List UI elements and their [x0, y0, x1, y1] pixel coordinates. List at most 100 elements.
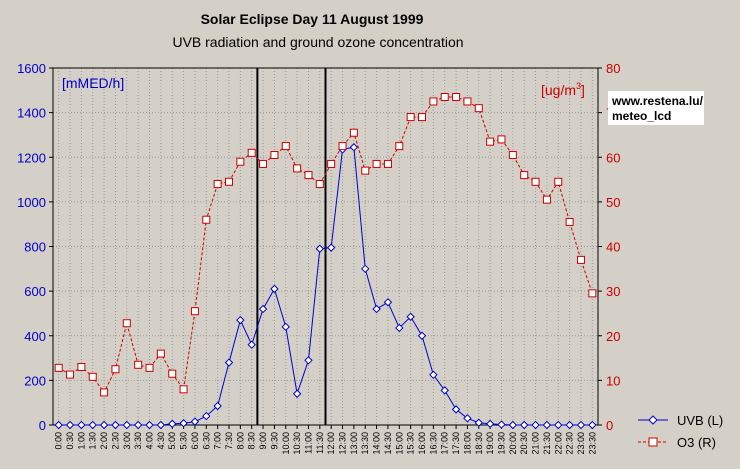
data-point-uvb-l — [485, 419, 495, 429]
data-point-uvb-l — [588, 420, 597, 430]
data-point-uvb-l — [247, 340, 256, 349]
data-point-uvb-l — [54, 420, 63, 430]
x-tick-label: 8:30 — [247, 432, 257, 450]
x-tick-label: 23:30 — [587, 432, 597, 455]
x-tick-label: 19:00 — [485, 432, 495, 455]
data-point-uvb-l — [133, 420, 143, 430]
x-tick-label: 22:00 — [553, 432, 563, 455]
chart-subtitle: UVB radiation and ground ozone concentra… — [172, 34, 463, 50]
legend-o3-marker — [648, 437, 658, 447]
data-point-uvb-l — [190, 417, 200, 426]
data-point-o3-r — [224, 177, 233, 186]
data-point-uvb-l — [565, 420, 574, 430]
x-tick-label: 13:30 — [360, 432, 370, 455]
x-tick-label: 2:30 — [110, 432, 120, 450]
data-point-uvb-l — [531, 420, 540, 430]
right-axis-unit: [ug/m3] — [541, 81, 585, 98]
data-point-o3-r — [202, 215, 211, 224]
y-left-tick-label: 1200 — [17, 150, 46, 165]
x-tick-label: 4:00 — [145, 432, 155, 450]
legend-o3-label: O3 (R) — [677, 435, 716, 450]
x-tick-label: 9:30 — [269, 432, 279, 450]
x-tick-label: 20:00 — [508, 432, 518, 455]
data-point-uvb-l — [326, 243, 336, 252]
y-right-tick-label: 0 — [606, 418, 613, 433]
tick-labels: 0:00 0:30 1:00 1:30 2:00 2:30 3:00 3:30 4:00 4:30… — [17, 61, 620, 455]
series-layer — [54, 93, 597, 430]
data-point-o3-r — [349, 128, 358, 137]
x-tick-label: 3:00 — [122, 432, 132, 450]
data-point-o3-r — [259, 159, 268, 168]
data-point-o3-r — [531, 177, 540, 186]
data-point-o3-r — [486, 137, 495, 146]
data-point-uvb-l — [88, 420, 97, 430]
data-point-uvb-l — [349, 143, 359, 152]
x-tick-label: 20:30 — [519, 432, 529, 455]
data-point-uvb-l — [179, 419, 188, 428]
data-point-uvb-l — [361, 264, 370, 274]
data-point-uvb-l — [395, 323, 404, 333]
data-point-o3-r — [168, 369, 177, 378]
data-point-o3-r — [395, 142, 404, 151]
x-tick-label: 7:30 — [224, 432, 234, 450]
data-point-o3-r — [440, 93, 449, 102]
data-point-uvb-l — [440, 386, 449, 395]
x-tick-label: 10:30 — [292, 432, 302, 455]
x-tick-label: 14:30 — [383, 432, 393, 455]
data-point-o3-r — [361, 166, 370, 175]
data-point-o3-r — [54, 363, 63, 372]
data-point-o3-r — [304, 171, 313, 180]
data-point-o3-r — [236, 157, 245, 166]
x-tick-label: 21:30 — [542, 432, 552, 455]
x-tick-label: 3:30 — [133, 432, 143, 450]
data-point-uvb-l — [281, 322, 290, 332]
x-tick-label: 5:00 — [167, 432, 177, 450]
data-point-uvb-l — [156, 420, 166, 430]
x-tick-label: 6:00 — [190, 432, 200, 450]
x-tick-label: 16:00 — [417, 432, 427, 455]
data-point-uvb-l — [65, 420, 75, 430]
data-point-o3-r — [145, 363, 154, 372]
left-axis-unit: [mMED/h] — [62, 75, 124, 91]
data-point-uvb-l — [463, 414, 472, 423]
data-point-o3-r — [542, 195, 551, 204]
data-point-o3-r — [383, 159, 392, 168]
y-left-tick-label: 0 — [39, 418, 46, 433]
x-tick-label: 0:00 — [54, 432, 64, 450]
y-right-tick-label: 10 — [606, 373, 620, 388]
data-point-uvb-l — [111, 420, 120, 430]
data-point-uvb-l — [258, 304, 268, 314]
data-point-o3-r — [565, 217, 574, 226]
data-point-o3-r — [88, 372, 97, 381]
data-point-uvb-l — [304, 356, 313, 365]
data-point-o3-r — [77, 362, 86, 371]
y-right-tick-label: 30 — [606, 284, 620, 299]
data-point-uvb-l — [236, 315, 245, 325]
x-tick-label: 11:30 — [315, 432, 325, 454]
data-point-uvb-l — [497, 420, 506, 429]
data-point-o3-r — [281, 142, 290, 151]
x-tick-label: 1:30 — [88, 432, 98, 450]
data-point-o3-r — [576, 255, 585, 264]
x-tick-label: 4:30 — [156, 432, 166, 450]
y-left-tick-label: 1600 — [17, 61, 46, 76]
data-point-o3-r — [474, 104, 483, 113]
y-left-tick-label: 1000 — [17, 195, 46, 210]
x-tick-label: 0:30 — [65, 432, 75, 450]
data-point-uvb-l — [429, 370, 438, 380]
x-tick-label: 22:30 — [565, 432, 575, 455]
data-point-uvb-l — [406, 312, 415, 321]
data-point-uvb-l — [474, 418, 483, 427]
data-point-uvb-l — [168, 419, 177, 429]
data-point-uvb-l — [383, 298, 393, 307]
y-left-tick-label: 400 — [24, 329, 46, 344]
data-point-uvb-l — [315, 244, 325, 253]
x-tick-label: 12:30 — [338, 432, 348, 455]
y-right-tick-label: 40 — [606, 240, 620, 255]
data-point-o3-r — [247, 148, 256, 157]
x-tick-label: 2:00 — [99, 432, 109, 450]
data-point-uvb-l — [519, 420, 529, 430]
data-point-uvb-l — [508, 420, 518, 430]
